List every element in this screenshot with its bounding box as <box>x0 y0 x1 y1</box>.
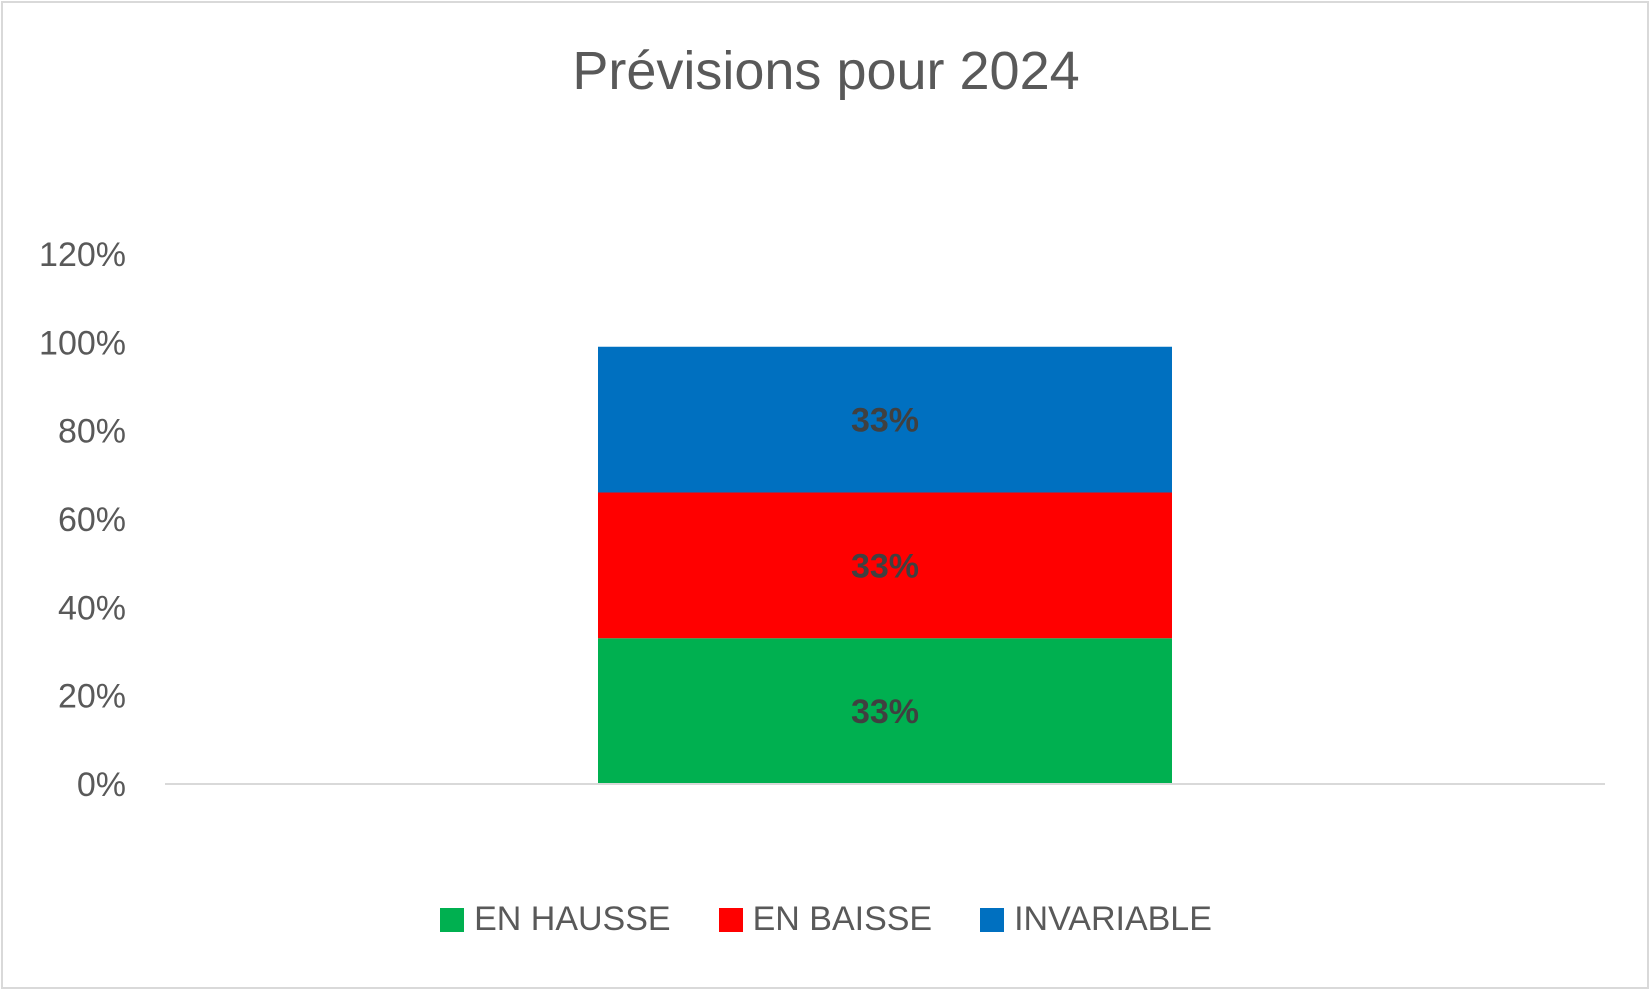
legend-swatch <box>440 907 465 932</box>
bar-segment-en-baisse <box>598 492 1172 639</box>
chart-title: Prévisions pour 2024 <box>572 41 1080 101</box>
data-label: 33% <box>851 402 919 440</box>
legend-label: EN BAISSE <box>752 900 933 938</box>
legend-swatch <box>718 907 743 932</box>
bar-segment-en-hausse <box>598 638 1172 784</box>
y-tick-label: 20% <box>58 678 126 716</box>
legend-swatch <box>980 907 1005 932</box>
data-label: 33% <box>851 547 919 585</box>
bar-stack: 33% 33% 33% <box>598 346 1172 784</box>
bar-segment-invariable <box>598 346 1172 493</box>
legend-item: INVARIABLE <box>980 900 1212 939</box>
y-tick-label: 100% <box>39 324 126 362</box>
y-axis-ticks: 0% 20% 40% 60% 80% 100% 120% <box>39 236 126 804</box>
y-tick-label: 60% <box>58 501 126 539</box>
y-tick-label: 40% <box>58 589 126 627</box>
legend-label: INVARIABLE <box>1014 900 1212 938</box>
chart-legend: EN HAUSSE EN BAISSE INVARIABLE <box>0 900 1652 939</box>
y-tick-label: 0% <box>77 766 126 804</box>
legend-item: EN HAUSSE <box>440 900 671 939</box>
y-tick-label: 120% <box>39 236 126 274</box>
legend-label: EN HAUSSE <box>474 900 671 938</box>
legend-item: EN BAISSE <box>718 900 933 939</box>
y-tick-label: 80% <box>58 413 126 451</box>
data-label: 33% <box>851 693 919 731</box>
